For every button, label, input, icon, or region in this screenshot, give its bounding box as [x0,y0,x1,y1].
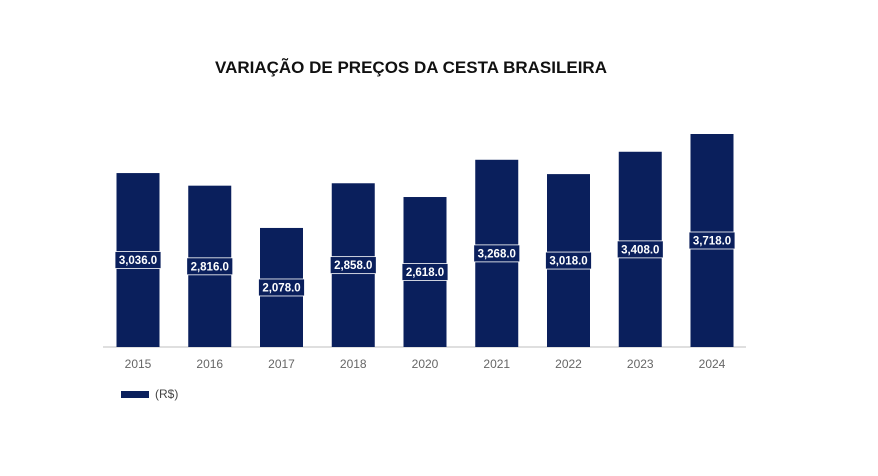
x-tick-label-2020: 2020 [412,357,439,371]
legend-label: (R$) [155,387,179,401]
data-label-box-2015 [114,251,162,269]
data-label-2020: 2,618.0 [406,267,444,279]
data-label-box-2016 [186,257,234,276]
data-label-2021: 3,268.0 [478,248,516,260]
data-label-2022: 3,018.0 [549,256,587,268]
x-tick-label-2024: 2024 [699,357,726,371]
legend-swatch [121,390,149,398]
x-tick-label-2021: 2021 [483,357,510,371]
data-label-box-2023 [616,240,664,259]
x-tick-label-2016: 2016 [196,357,223,371]
data-label-2015: 3,036.0 [119,255,157,267]
data-label-2018: 2,858.0 [334,260,372,272]
data-label-2024: 3,718.0 [693,236,731,248]
data-label-2023: 3,408.0 [621,244,659,256]
legend: (R$) [121,387,178,401]
data-label-box-2018 [329,256,377,275]
data-label-box-2020 [401,263,449,281]
x-tick-label-2023: 2023 [627,357,654,371]
data-label-2016: 2,816.0 [191,261,229,273]
chart-title: VARIAÇÃO DE PREÇOS DA CESTA BRASILEIRA [215,58,607,77]
x-tick-label-2015: 2015 [125,357,152,371]
data-label-box-2017 [258,278,305,297]
data-label-box-2024 [688,231,736,250]
x-tick-label-2018: 2018 [340,357,367,371]
x-tick-label-2017: 2017 [268,357,295,371]
data-label-2017: 2,078.0 [262,282,300,294]
data-label-box-2021 [473,244,521,263]
data-label-box-2022 [545,251,592,270]
x-tick-label-2022: 2022 [555,357,582,371]
